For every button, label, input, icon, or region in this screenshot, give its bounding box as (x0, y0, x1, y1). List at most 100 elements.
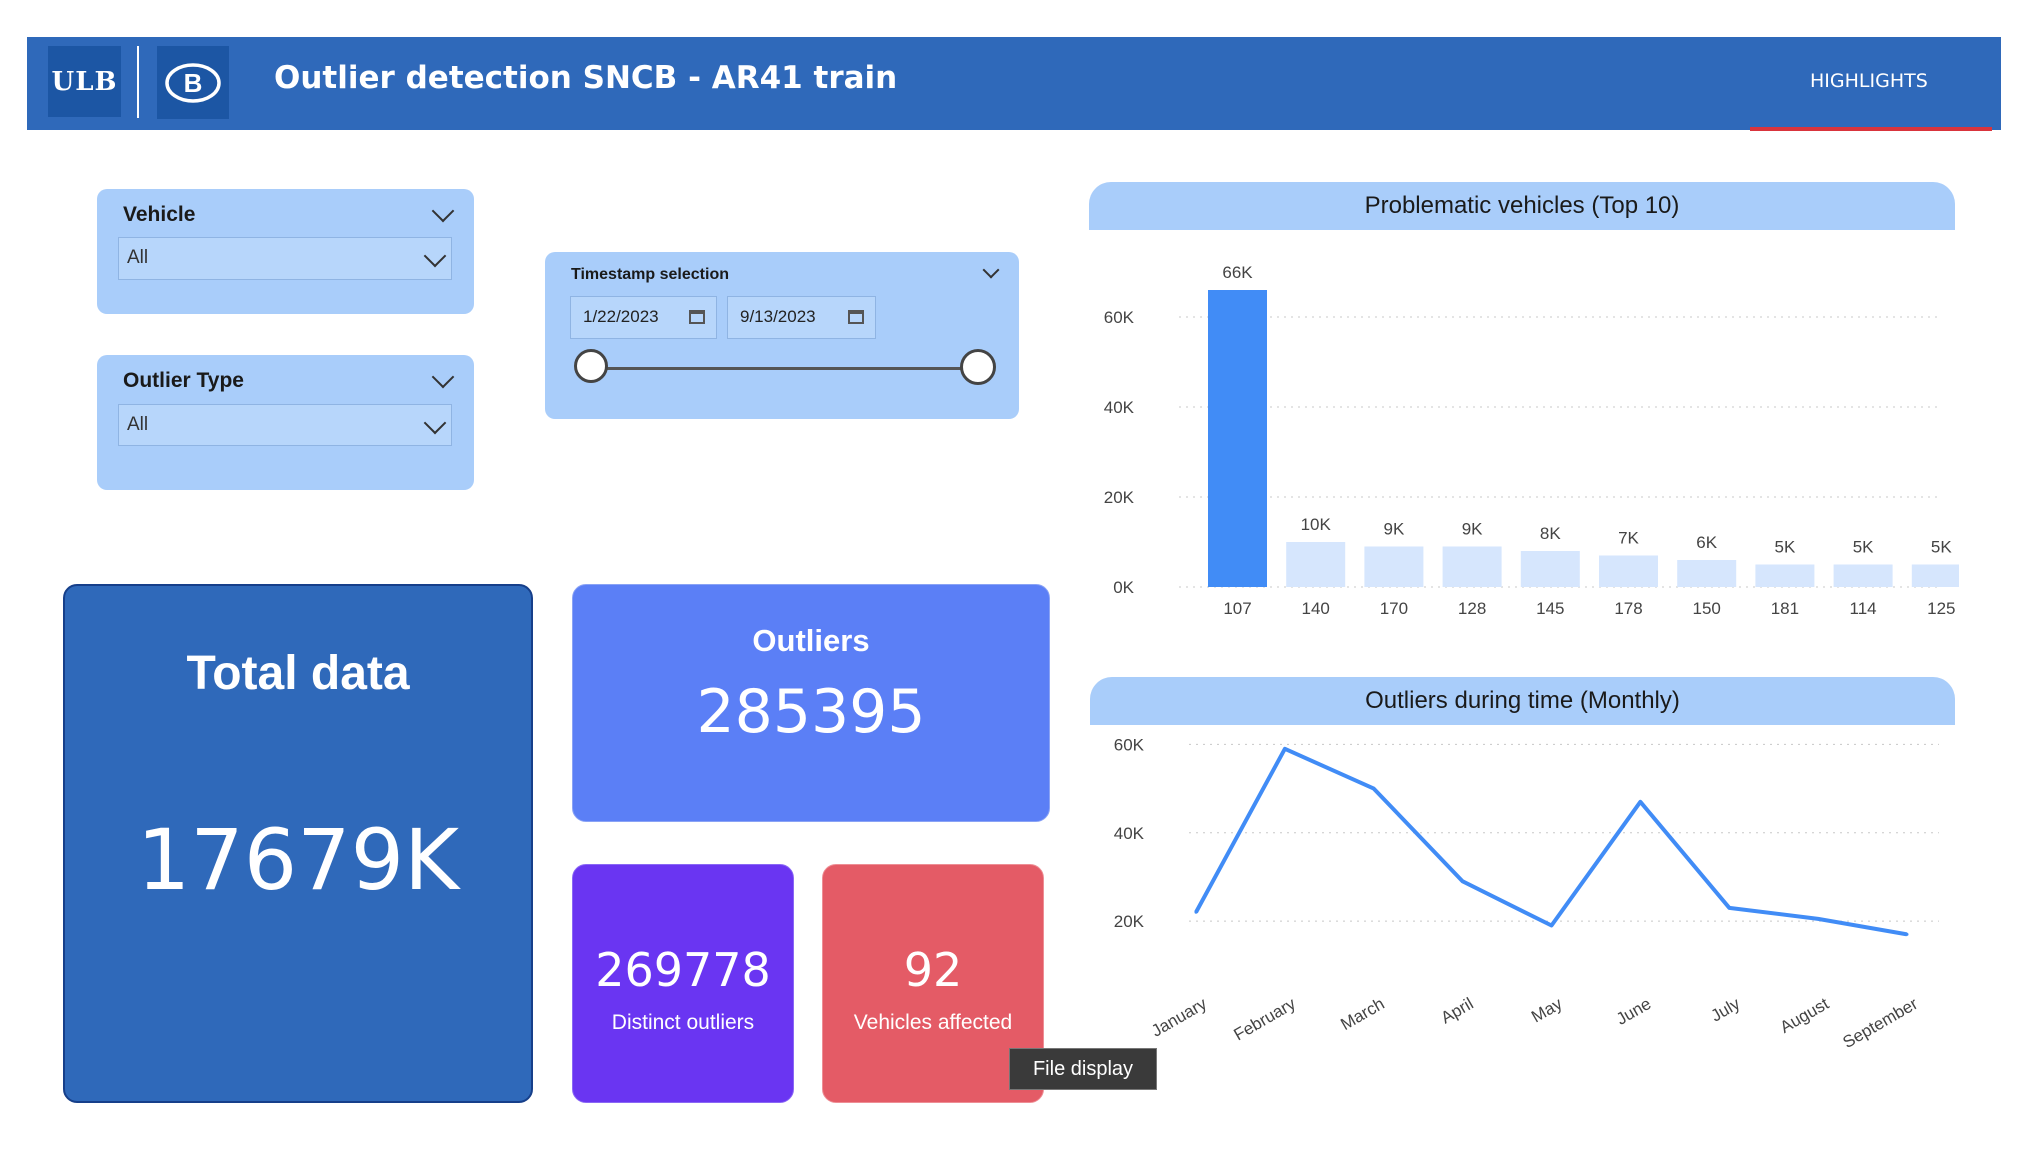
total-data-value: 17679K (136, 811, 460, 909)
x-tick-label: May (1528, 994, 1566, 1027)
problematic-vehicles-chart: 0K 20K 40K 60K 66K 107 10K 140 9K 170 9K 128 8K 145 7K… (1104, 263, 1959, 618)
timestamp-slicer: Timestamp selection 1/22/2023 9/13/2023 (545, 252, 1019, 419)
sncb-logo-text: B (184, 68, 203, 98)
x-tick-label: 170 (1380, 599, 1408, 618)
data-label: 5K (1931, 538, 1952, 557)
x-tick-label: September (1839, 994, 1921, 1052)
ulb-logo-text: ULB (51, 66, 118, 97)
calendar-icon[interactable] (848, 310, 864, 324)
page-title: Outlier detection SNCB - AR41 train (274, 60, 898, 96)
vehicles-affected-label: Vehicles affected (853, 1011, 1013, 1034)
data-label: 7K (1618, 529, 1639, 548)
date-range-start-handle[interactable] (574, 349, 608, 383)
data-point (1372, 787, 1376, 791)
sncb-logo: B (157, 46, 229, 119)
data-label: 9K (1462, 520, 1483, 539)
data-label: 5K (1853, 538, 1874, 557)
data-label: 10K (1301, 515, 1332, 534)
distinct-outliers-card: 269778 Distinct outliers (572, 864, 794, 1103)
calendar-icon[interactable] (689, 310, 705, 324)
vehicle-slicer-title: Vehicle (123, 203, 196, 226)
bar (1833, 564, 1893, 587)
data-point (1550, 924, 1553, 927)
data-point (1816, 917, 1820, 921)
outliers-value: 285395 (696, 677, 926, 747)
x-tick-label: July (1708, 994, 1744, 1026)
outliers-card: Outliers 285395 (572, 584, 1050, 822)
x-tick-label: January (1148, 994, 1210, 1041)
active-tab-indicator (1750, 127, 1992, 131)
outliers-over-time-chart: 20K 40K 60K January February March April May Jun… (1114, 735, 1939, 1052)
line-chart-title: Outliers during time (Monthly) (1090, 677, 1955, 725)
timestamp-slicer-title: Timestamp selection (571, 266, 729, 283)
x-tick-label: 145 (1536, 599, 1564, 618)
bar (1911, 564, 1959, 587)
x-tick-label: 178 (1614, 599, 1642, 618)
end-date-input[interactable]: 9/13/2023 (727, 296, 876, 339)
x-tick-label: February (1230, 994, 1299, 1045)
timestamp-slicer-collapse-icon[interactable] (982, 261, 1000, 279)
bar (1364, 546, 1424, 587)
bar (1599, 555, 1658, 587)
data-label: 9K (1384, 520, 1405, 539)
vehicle-dropdown[interactable]: All (118, 237, 452, 280)
x-tick-label: 107 (1223, 599, 1251, 618)
y-tick-label: 40K (1104, 398, 1135, 417)
series-line (1194, 746, 1908, 937)
data-label: 66K (1222, 263, 1253, 282)
y-tick-label: 60K (1114, 735, 1145, 754)
ulb-logo: ULB (48, 46, 121, 117)
bar (1677, 560, 1737, 587)
x-tick-label: 114 (1850, 599, 1877, 618)
outlier-type-slicer-collapse-icon[interactable] (431, 365, 455, 389)
data-point (1461, 879, 1465, 883)
y-tick-label: 60K (1104, 308, 1135, 327)
x-tick-label: April (1438, 994, 1477, 1027)
x-tick-label: March (1337, 994, 1387, 1034)
end-date-value: 9/13/2023 (740, 307, 816, 326)
data-label: 6K (1696, 533, 1717, 552)
data-point (1727, 906, 1731, 910)
vehicle-dropdown-value: All (127, 247, 149, 268)
outlier-type-dropdown-value: All (127, 414, 149, 435)
y-tick-label: 20K (1104, 488, 1135, 507)
outlier-type-slicer: Outlier Type All (97, 355, 474, 490)
sncb-logo-icon: B (165, 62, 221, 103)
bar (1286, 542, 1346, 587)
x-tick-label: 150 (1693, 599, 1721, 618)
logo-divider (137, 46, 139, 118)
bar (1442, 546, 1502, 587)
bar (1520, 551, 1580, 587)
bar (1755, 564, 1815, 587)
chevron-down-icon (423, 244, 447, 268)
chevron-down-icon (423, 411, 447, 435)
bar-chart-title: Problematic vehicles (Top 10) (1089, 182, 1955, 230)
start-date-value: 1/22/2023 (583, 307, 659, 326)
x-tick-label: 181 (1771, 599, 1799, 618)
total-data-card: Total data 17679K (63, 584, 533, 1103)
outliers-label: Outliers (752, 623, 870, 658)
data-label: 5K (1775, 538, 1796, 557)
data-point (1638, 800, 1642, 804)
outlier-type-dropdown[interactable]: All (118, 404, 452, 446)
tab-highlights[interactable]: HIGHLIGHTS (1810, 70, 1928, 92)
date-range-end-handle[interactable] (960, 349, 996, 385)
bar (1208, 290, 1267, 587)
x-tick-label: 128 (1458, 599, 1486, 618)
data-point (1194, 910, 1198, 914)
data-point (1283, 747, 1287, 751)
vehicles-affected-value: 92 (903, 943, 963, 997)
x-tick-label: June (1613, 994, 1654, 1029)
start-date-input[interactable]: 1/22/2023 (570, 296, 717, 339)
date-range-slider-track[interactable] (590, 367, 974, 370)
y-tick-label: 40K (1114, 824, 1145, 843)
total-data-label: Total data (186, 647, 410, 700)
distinct-outliers-value: 269778 (595, 943, 771, 997)
vehicles-affected-card: 92 Vehicles affected (822, 864, 1044, 1103)
header-bar (27, 37, 2001, 130)
data-label: 8K (1540, 524, 1561, 543)
vehicle-slicer: Vehicle All (97, 189, 474, 314)
vehicle-slicer-collapse-icon[interactable] (431, 199, 455, 223)
y-tick-label: 0K (1113, 578, 1134, 597)
x-tick-label: 140 (1302, 599, 1330, 618)
